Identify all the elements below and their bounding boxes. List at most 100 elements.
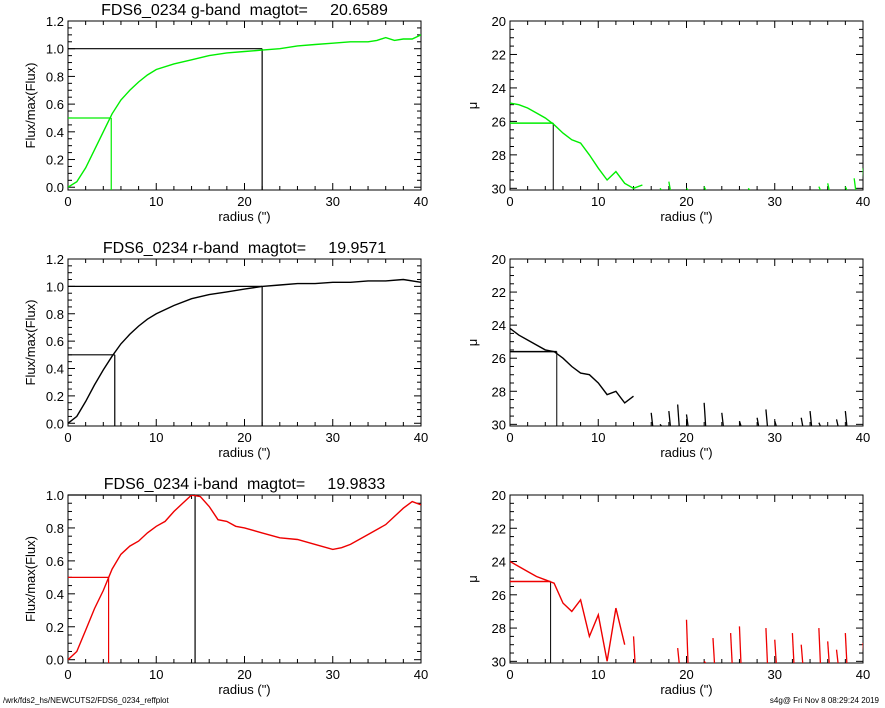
y-tick-label: 22 [492,521,506,536]
data-point [774,639,777,663]
series-line [510,560,626,662]
x-axis-label: radius (") [218,209,270,224]
panel-i-mu: 0 10 20 30 40 20 22 24 26 28 30 radius (") μ [465,488,870,697]
data-point [765,409,769,426]
chart-title: FDS6_0234 i-band magtot= 19.9833 [104,476,386,493]
x-tick-label: 0 [506,194,513,209]
data-point [844,411,848,426]
y-tick-label: 0.8 [46,69,64,84]
x-tick-label: 40 [856,430,870,445]
series-line [68,278,421,424]
data-point [853,178,857,190]
x-tick-label: 20 [237,194,251,209]
x-tick-label: 0 [64,430,71,445]
data-point [659,423,663,426]
y-tick-label: 0.6 [46,97,64,112]
series-line [68,34,421,188]
data-point [729,633,733,663]
y-tick-label: 24 [492,555,506,570]
x-tick-label: 10 [591,667,605,682]
y-tick-label: 1.2 [46,252,64,267]
x-tick-label: 40 [414,430,428,445]
data-point [809,411,813,426]
x-tick-label: 30 [768,430,782,445]
footer-file-path: /wrk/fds2_hs/NEWCUTS2/FDS6_0234_reffplot [3,696,169,705]
y-tick-label: 1.0 [46,279,64,294]
data-point [774,420,777,426]
x-tick-label: 10 [591,194,605,209]
y-axis-label: μ [465,339,480,347]
data-point [818,422,821,426]
y-axis-label: Flux/max(Flux) [23,536,38,622]
y-tick-label: 26 [492,588,506,603]
y-tick-label: 28 [492,621,506,636]
x-tick-label: 40 [856,194,870,209]
x-tick-label: 10 [591,430,605,445]
data-point [818,628,822,663]
chart-title: FDS6_0234 r-band magtot= 19.9571 [103,240,386,257]
y-tick-label: 0.0 [46,180,64,195]
y-tick-label: 20 [492,488,506,503]
data-point [650,412,654,426]
data-point [738,626,742,663]
data-point [791,633,795,663]
y-tick-label: 0.8 [46,307,64,322]
x-tick-label: 0 [64,667,71,682]
x-tick-label: 0 [506,430,513,445]
chart-title: FDS6_0234 g-band magtot= 20.6589 [101,2,388,19]
data-point [800,644,804,663]
data-point [747,187,751,190]
x-tick-label: 30 [326,667,340,682]
y-tick-label: 30 [492,417,506,432]
y-tick-label: 0.4 [46,362,64,377]
x-tick-label: 40 [414,194,428,209]
plot-frame [509,20,864,191]
panel-r-mu: 0 10 20 30 40 20 22 24 26 28 30 radius (") μ [465,252,870,460]
data-point [835,419,839,426]
data-point [765,628,769,663]
data-point [835,649,839,663]
panel-g-mu: 0 10 20 30 40 20 22 24 26 28 30 radius (") μ [465,14,870,224]
y-tick-label: 28 [492,384,506,399]
x-axis-label: radius (") [660,209,712,224]
y-tick-label: 1.0 [46,488,64,503]
panel-r-growth: 0 10 20 30 40 0.0 0.2 0.4 0.6 0.8 1.0 1.2 radius (")… [23,240,428,460]
data-point [659,187,663,190]
y-axis-label: Flux/max(Flux) [23,63,38,149]
y-tick-label: 28 [492,148,506,163]
data-point [685,414,689,426]
y-tick-label: 20 [492,14,506,29]
y-tick-label: 0.0 [46,653,64,668]
data-point [703,186,707,190]
y-tick-label: 0.2 [46,389,64,404]
plot-frame [67,20,422,191]
x-tick-label: 0 [506,667,513,682]
y-tick-label: 0.6 [46,554,64,569]
plot-frame [67,258,422,427]
x-tick-label: 20 [679,194,693,209]
x-tick-label: 10 [149,194,163,209]
data-point [756,417,760,426]
data-point [712,638,716,663]
data-point [668,411,671,426]
data-point [818,186,821,190]
y-tick-label: 22 [492,47,506,62]
y-tick-label: 0.2 [46,153,64,168]
y-axis-label: μ [465,575,480,583]
y-axis-label: μ [465,102,480,110]
data-point [632,636,636,663]
x-tick-label: 0 [64,194,71,209]
y-tick-label: 30 [492,654,506,669]
y-tick-label: 0.2 [46,620,64,635]
series-line [68,495,421,661]
y-tick-label: 26 [492,114,506,129]
x-axis-label: radius (") [218,445,270,460]
x-tick-label: 30 [326,194,340,209]
y-tick-label: 24 [492,318,506,333]
data-point [703,402,707,426]
y-tick-label: 0.4 [46,587,64,602]
series-line [510,102,643,190]
y-tick-label: 0.0 [46,416,64,431]
x-tick-label: 30 [326,430,340,445]
